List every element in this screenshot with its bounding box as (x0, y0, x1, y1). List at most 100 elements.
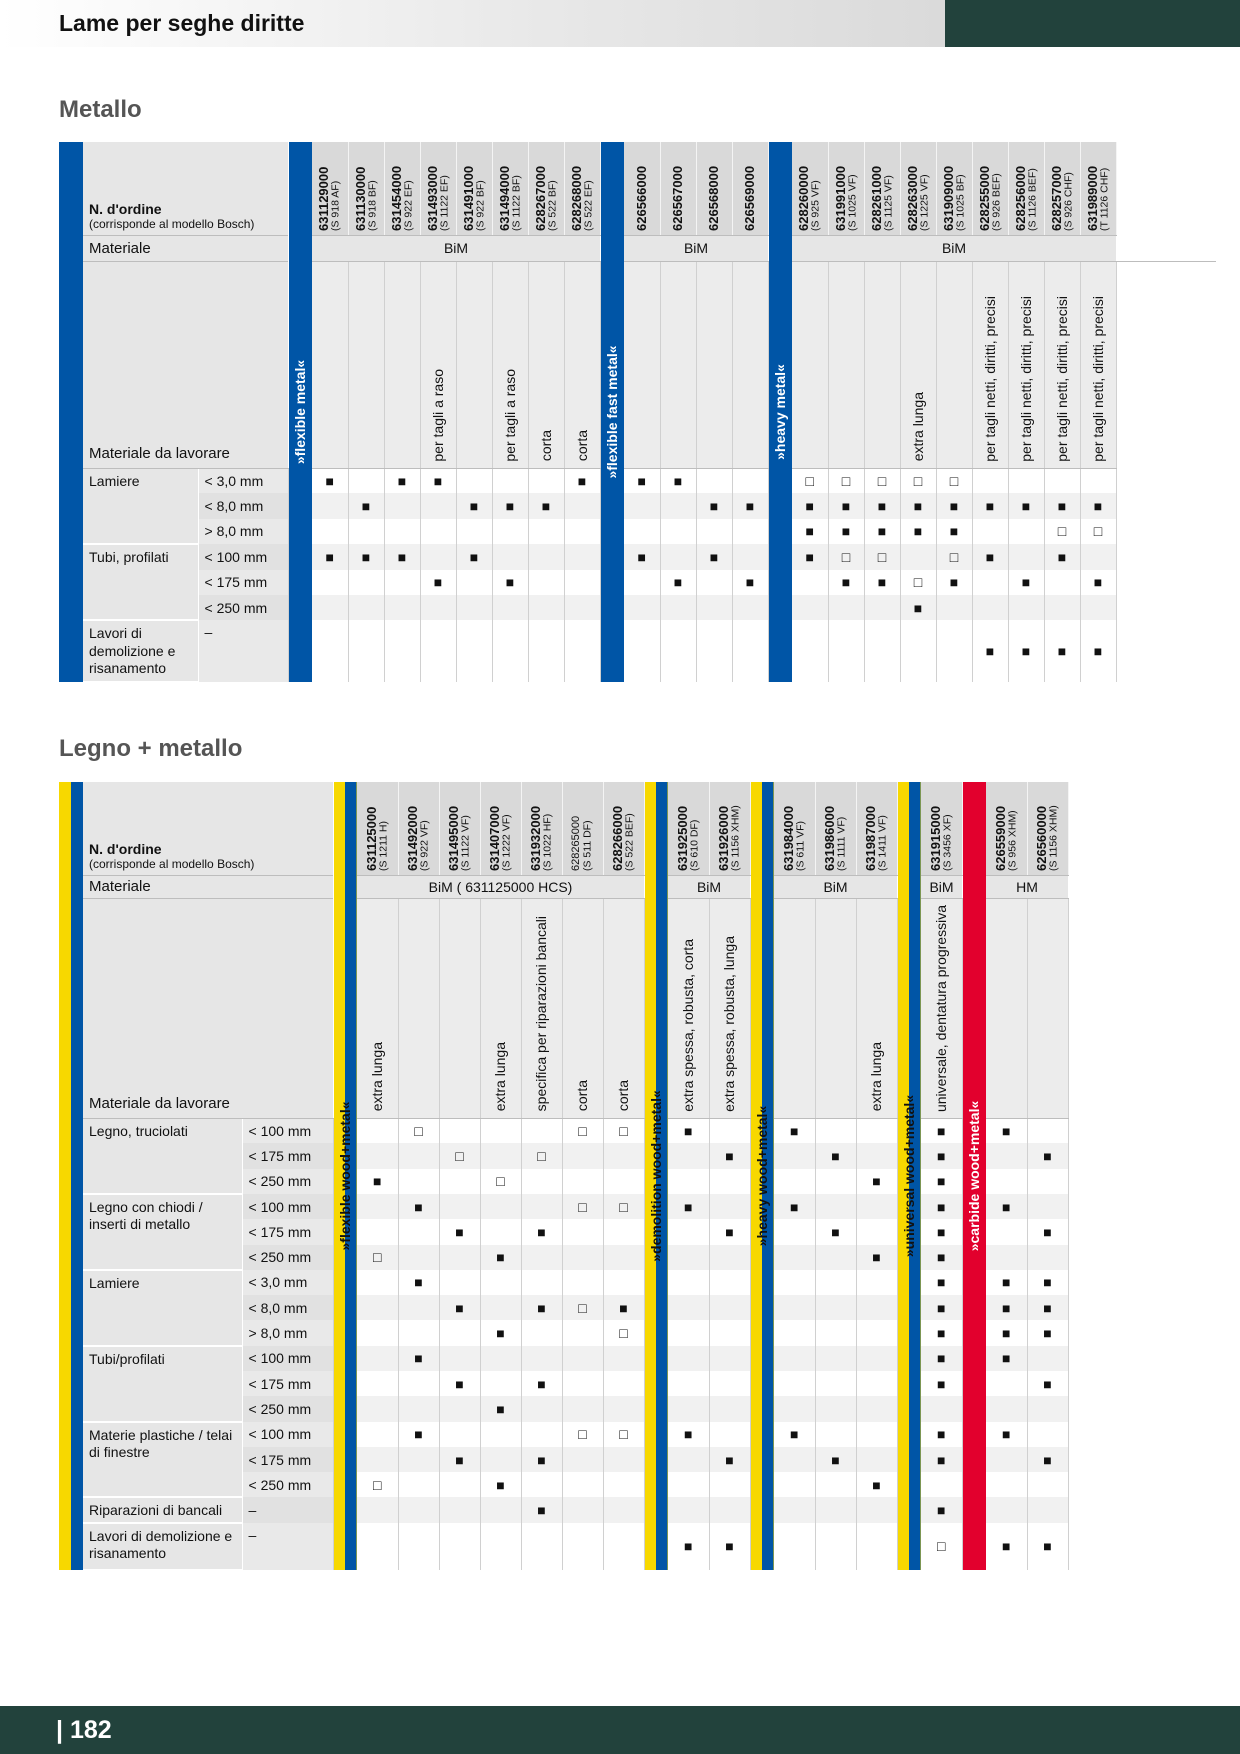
product-code-cell: 631494000 (S 1122 BF) (492, 142, 529, 236)
suitability-mark (562, 1370, 604, 1397)
suitability-mark: ■ (856, 1244, 898, 1270)
suitability-mark: ■ (986, 1345, 1028, 1371)
suitability-mark: ■ (480, 1320, 522, 1346)
left-color-strip (59, 1497, 71, 1523)
suitability-mark (864, 594, 901, 621)
suitability-mark: ■ (986, 1193, 1028, 1220)
left-color-strip (59, 620, 83, 683)
suitability-mark (521, 1522, 563, 1570)
suitability-mark: ■ (521, 1497, 563, 1523)
product-note-cell (696, 261, 733, 469)
suitability-mark: ■ (1027, 1269, 1069, 1296)
material-value: BiM (792, 235, 1116, 262)
suitability-mark (398, 1370, 440, 1397)
suitability-mark: ■ (1008, 493, 1045, 519)
product-code: 631493000 (424, 165, 440, 231)
suitability-mark (815, 1497, 857, 1523)
suitability-mark: ■ (668, 1118, 710, 1144)
suitability-mark (562, 1269, 604, 1296)
suitability-mark (398, 1244, 440, 1270)
suitability-mark: ■ (1027, 1295, 1069, 1321)
suitability-mark (709, 1320, 751, 1346)
left-color-strip (59, 1295, 71, 1321)
left-color-strip (71, 1345, 83, 1371)
product-code-cell: 631492000 (S 922 VF) (398, 782, 440, 876)
product-note-cell: corta (564, 261, 601, 469)
workpiece-label: Materiale da lavorare (83, 261, 288, 469)
workpiece-label: Materiale da lavorare (83, 898, 333, 1119)
suitability-mark (668, 1396, 710, 1422)
material-label: Materiale (83, 875, 333, 899)
suitability-mark (562, 1446, 604, 1473)
suitability-mark: ■ (792, 518, 829, 545)
suitability-mark: ■ (709, 1143, 751, 1169)
suitability-mark (398, 1219, 440, 1245)
band-2-strip: »heavy wood+metal« (750, 782, 774, 1570)
suitability-mark: ■ (856, 1472, 898, 1498)
bosch-model: (S 1126 BEF) (1026, 167, 1039, 231)
product-code: 626569000 (742, 165, 758, 231)
product-note: extra lunga (909, 392, 926, 462)
suitability-mark: ■ (921, 1269, 963, 1296)
table-legno-metallo: N. d'ordine (corrisponde al modello Bosch… (59, 782, 1069, 1571)
suitability-mark (480, 1118, 522, 1144)
suitability-mark (562, 1497, 604, 1523)
workpiece-size: < 8,0 mm (242, 1295, 334, 1321)
suitability-mark: ■ (828, 518, 865, 545)
suitability-mark: □ (900, 569, 937, 595)
table-row: Riparazioni di bancali – ■ ■ (59, 1497, 1069, 1524)
workpiece-size: < 250 mm (242, 1396, 334, 1422)
suitability-mark (709, 1269, 751, 1296)
product-note-cell: per tagli netti, diritti, precisi (972, 261, 1009, 469)
suitability-mark (709, 1421, 751, 1447)
suitability-mark (603, 1269, 645, 1296)
product-note-cell (936, 261, 973, 469)
suitability-mark: □ (936, 544, 973, 570)
product-note: corta (574, 1080, 591, 1112)
suitability-mark: ■ (921, 1118, 963, 1144)
bosch-model: (S 926 BEF) (990, 172, 1003, 231)
suitability-mark: ■ (521, 1446, 563, 1473)
suitability-mark (972, 594, 1009, 621)
suitability-mark (774, 1168, 816, 1194)
suitability-mark (439, 1168, 481, 1194)
suitability-mark (1027, 1118, 1069, 1144)
suitability-mark: ■ (398, 1269, 440, 1296)
workpiece-material: Legno con chiodi / inserti di metallo (83, 1193, 243, 1271)
suitability-mark (480, 1193, 522, 1220)
suitability-mark: ■ (864, 493, 901, 519)
product-code: 631984000 (780, 805, 796, 871)
suitability-mark (480, 1295, 522, 1321)
suitability-mark: ■ (624, 468, 661, 494)
workpiece-size: < 250 mm (242, 1244, 334, 1270)
suitability-mark (815, 1370, 857, 1397)
table-row: < 8,0 mm ■ ■ ■ ■ ■ ■ ■ ■ ■ ■ ■ ■ ■ ■ ■ (59, 493, 1216, 519)
suitability-mark (357, 1118, 399, 1144)
bosch-model: (S 922 VF) (418, 819, 431, 871)
suitability-mark (732, 468, 769, 494)
suitability-mark (528, 594, 565, 621)
footer-bar: | 182 (0, 1706, 1240, 1754)
suitability-mark (398, 1295, 440, 1321)
bosch-model: (S 922 EF) (402, 179, 415, 231)
suitability-mark (384, 493, 421, 519)
product-code-cell: 631407000 (S 1222 VF) (480, 782, 522, 876)
suitability-mark (856, 1118, 898, 1144)
product-code-cell: 631495000 (S 1122 VF) (439, 782, 481, 876)
suitability-mark (864, 620, 901, 683)
suitability-mark (420, 518, 457, 545)
suitability-mark (1027, 1345, 1069, 1371)
table-metallo: N. d'ordine (corrisponde al modello Bosch… (59, 142, 1216, 684)
bosch-model: (S 1122 VF) (459, 814, 472, 871)
product-note: corta (615, 1080, 632, 1112)
bosch-model: (S 1022 HF) (541, 813, 554, 871)
bosch-model: (S 1156 XHM) (1047, 804, 1060, 871)
suitability-mark (384, 569, 421, 595)
product-note-cell: extra lunga (480, 898, 522, 1119)
left-color-strip (71, 1168, 83, 1194)
suitability-mark (480, 1219, 522, 1245)
product-code-cell: 631991000 (S 1025 VF) (828, 142, 865, 236)
workpiece-size: < 175 mm (198, 569, 289, 595)
order-number-label: N. d'ordine (89, 200, 162, 217)
suitability-mark (603, 1168, 645, 1194)
